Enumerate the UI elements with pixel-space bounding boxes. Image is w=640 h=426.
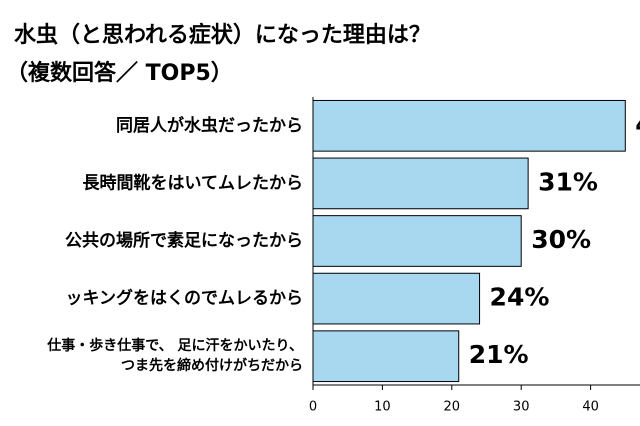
data-label: 45% bbox=[635, 110, 640, 139]
x-tick-label: 30 bbox=[513, 400, 530, 415]
x-tick-label: 20 bbox=[444, 400, 461, 415]
bar bbox=[312, 330, 460, 383]
chart-title: 水虫（と思われる症状）になった理由は？ bbox=[14, 22, 431, 48]
y-tick-label: ッキングをはくのでムレるから bbox=[66, 288, 304, 309]
y-tick-label: つま先を締め付けがちだから bbox=[121, 357, 303, 374]
bar bbox=[312, 157, 529, 210]
y-tick-label: 仕事・歩き仕事で、 足に汗をかいたり、 bbox=[46, 337, 303, 354]
data-label: 24% bbox=[490, 283, 550, 312]
bar bbox=[312, 215, 522, 267]
bar bbox=[312, 99, 626, 152]
x-tick-label: 0 bbox=[309, 400, 317, 415]
data-label: 30% bbox=[531, 225, 591, 254]
x-tick-label: 40 bbox=[582, 400, 599, 415]
data-label: 21% bbox=[469, 340, 529, 369]
data-label: 31% bbox=[538, 167, 598, 196]
y-tick-label: 同居人が水虫だったから bbox=[116, 115, 303, 136]
x-tick-label: 10 bbox=[374, 400, 391, 415]
y-tick-label: 公共の場所で素足になったから bbox=[65, 231, 303, 251]
bar bbox=[312, 272, 481, 325]
chart-subtitle: （複数回答／ TOP5） bbox=[6, 60, 233, 86]
y-tick-label: 長時間靴をはいてムレたから bbox=[83, 172, 304, 193]
